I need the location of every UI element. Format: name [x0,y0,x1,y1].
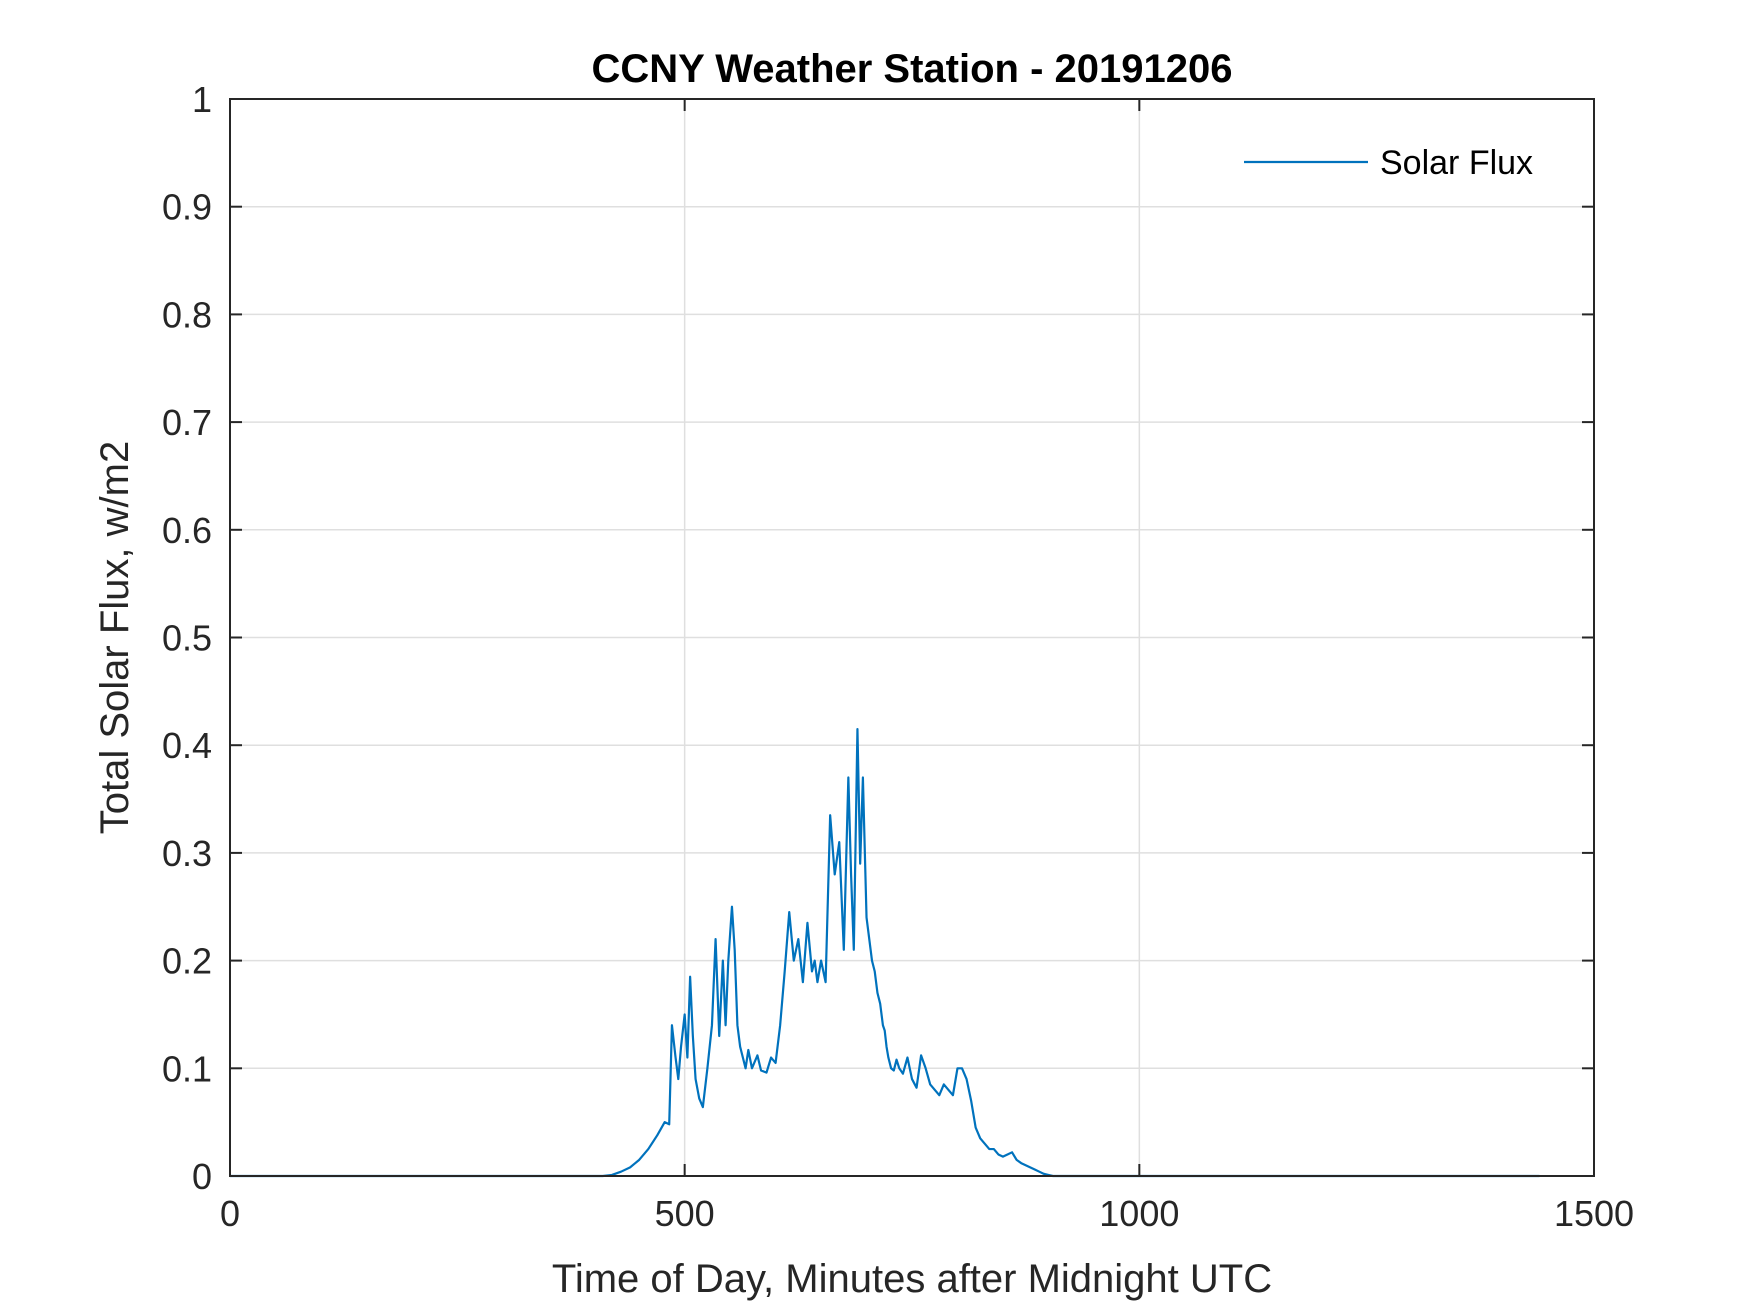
series-layer [230,727,1540,1178]
x-tick-label: 0 [220,1193,240,1234]
y-tick-label: 0.7 [162,402,212,443]
x-axis-label: Time of Day, Minutes after Midnight UTC [552,1257,1272,1301]
x-tick-label: 500 [655,1193,715,1234]
y-tick-label: 0.9 [162,187,212,228]
series-line-solar-flux [230,727,1540,1178]
y-tick-label: 0 [192,1156,212,1197]
y-tick-label: 1 [192,79,212,120]
chart-title: CCNY Weather Station - 20191206 [592,47,1233,91]
legend: Solar Flux [1244,144,1533,182]
y-axis-label: Total Solar Flux, w/m2 [93,441,137,834]
y-tick-label: 0.3 [162,833,212,874]
y-tick-label: 0.4 [162,725,212,766]
y-tick-label: 0.5 [162,618,212,659]
y-tick-label: 0.2 [162,941,212,982]
tick-layer: 0 0.1 0.2 0.3 0.4 0.5 0.6 0.7 0.8 0.9 1 0 500 1000 150… [162,79,1634,1234]
grid-layer [230,99,1594,1176]
y-tick-label: 0.8 [162,294,212,335]
y-tick-label: 0.6 [162,510,212,551]
legend-label-solar-flux: Solar Flux [1380,144,1533,182]
x-tick-label: 1500 [1554,1193,1634,1234]
x-tick-label: 1000 [1099,1193,1179,1234]
y-tick-label: 0.1 [162,1048,212,1089]
